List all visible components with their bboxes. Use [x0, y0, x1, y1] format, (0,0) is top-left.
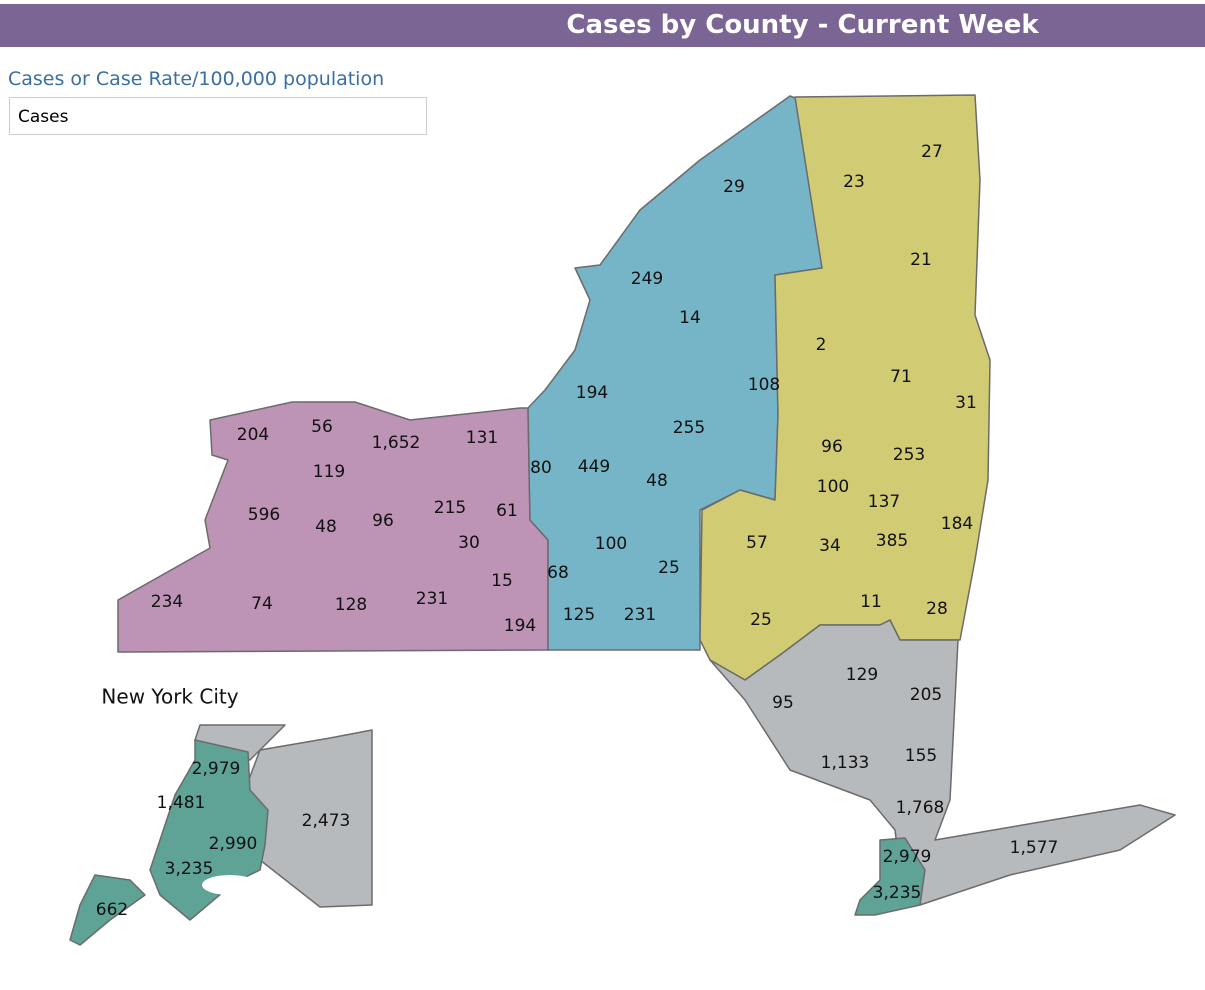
county-label: 23 [843, 172, 865, 192]
county-label: 1,768 [896, 798, 945, 818]
county-label: 194 [504, 616, 536, 636]
county-label: 31 [955, 393, 977, 413]
county-label: 25 [658, 558, 680, 578]
county-label: 129 [846, 665, 878, 685]
county-label: 3,235 [873, 883, 922, 903]
inset-county-label: 2,990 [209, 834, 258, 854]
county-label: 96 [821, 437, 843, 457]
selector-label: Cases or Case Rate/100,000 population [8, 68, 385, 90]
county-label: 48 [646, 471, 668, 491]
county-label: 194 [576, 383, 608, 403]
county-label: 2,979 [883, 847, 932, 867]
county-label: 48 [315, 517, 337, 537]
county-label: 56 [311, 417, 333, 437]
county-label: 30 [458, 533, 480, 553]
county-label: 108 [748, 375, 780, 395]
county-label: 95 [772, 693, 794, 713]
county-label: 25 [750, 610, 772, 630]
county-label: 215 [434, 498, 466, 518]
inset-county-label: 2,473 [302, 811, 351, 831]
county-label: 119 [313, 462, 345, 482]
county-label: 57 [746, 533, 768, 553]
county-label: 249 [631, 269, 663, 289]
southeast-region [709, 619, 1176, 906]
inset-county-label: 3,235 [165, 859, 214, 879]
inset-county-label: 662 [96, 900, 128, 920]
county-label: 80 [530, 458, 552, 478]
county-label: 34 [819, 536, 841, 556]
county-label: 28 [926, 599, 948, 619]
inset-staten-island [69, 874, 146, 946]
county-label: 385 [876, 531, 908, 551]
county-label: 137 [868, 492, 900, 512]
county-label: 27 [921, 142, 943, 162]
county-label: 68 [547, 563, 569, 583]
inset-title: New York City [101, 685, 238, 709]
county-label: 204 [237, 425, 269, 445]
header-title: Cases by County - Current Week [566, 10, 1039, 40]
county-label: 11 [860, 592, 882, 612]
county-label: 255 [673, 418, 705, 438]
county-label: 15 [491, 571, 513, 591]
county-label: 1,652 [372, 433, 421, 453]
nyc-region [854, 837, 926, 916]
county-label: 128 [335, 595, 367, 615]
county-label: 253 [893, 445, 925, 465]
county-label: 14 [679, 308, 701, 328]
county-label: 61 [496, 501, 518, 521]
county-label: 29 [723, 177, 745, 197]
county-label: 449 [578, 457, 610, 477]
inset-county-label: 1,481 [157, 793, 206, 813]
inset-nyc [149, 739, 269, 921]
county-label: 125 [563, 605, 595, 625]
inset-gray-north [194, 724, 286, 761]
inset-island [202, 875, 258, 895]
county-label: 96 [372, 511, 394, 531]
county-label: 184 [941, 514, 973, 534]
selector-dropdown[interactable]: Cases [9, 97, 427, 135]
header-bar: Cases by County - Current Week [0, 4, 1205, 47]
county-label: 21 [910, 250, 932, 270]
county-label: 100 [595, 534, 627, 554]
county-label: 596 [248, 505, 280, 525]
county-label: 231 [624, 605, 656, 625]
county-label: 231 [416, 589, 448, 609]
county-label: 1,133 [821, 753, 870, 773]
county-label: 131 [466, 428, 498, 448]
county-label: 205 [910, 685, 942, 705]
county-label: 74 [251, 594, 273, 614]
inset-county-label: 2,979 [192, 759, 241, 779]
county-label: 71 [890, 367, 912, 387]
county-label: 234 [151, 592, 183, 612]
county-label: 2 [816, 335, 827, 355]
county-label: 100 [817, 477, 849, 497]
county-label: 1,577 [1010, 838, 1059, 858]
county-label: 155 [905, 746, 937, 766]
